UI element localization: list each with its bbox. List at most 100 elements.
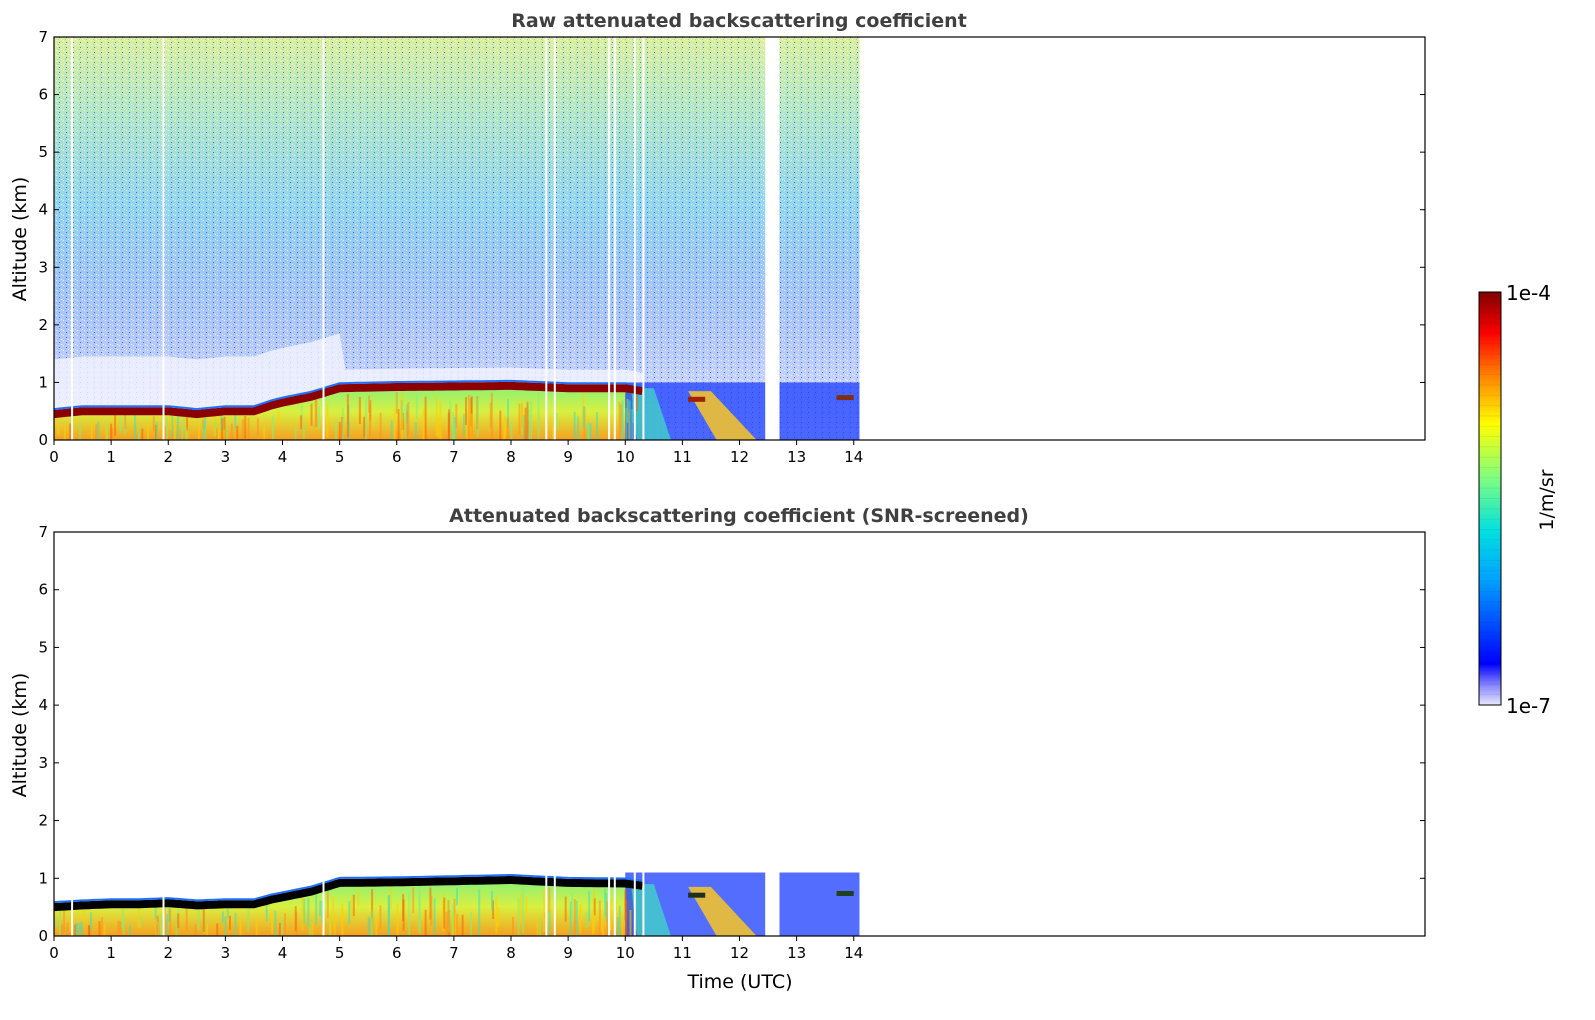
xtick-label: 9 [563,448,573,466]
heatmap-streak [280,918,283,936]
heatmap-streak [147,423,150,440]
heatmap-streak [98,921,101,936]
heatmap-streak [333,912,336,936]
missing-profile [608,37,611,440]
heatmap-streak [185,427,187,440]
heatmap-streak [418,894,421,934]
heatmap-streak [396,903,399,936]
missing-profile [633,532,636,936]
heatmap-streak [621,400,624,440]
heatmap-streak [95,424,98,440]
data-gap [765,532,780,936]
heatmap-streak [579,903,582,934]
heatmap-streak [163,425,166,440]
heatmap-streak [369,404,371,440]
heatmap-streak [181,426,184,440]
colorbar-max-label: 1e-4 [1506,281,1551,305]
heatmap-streak [489,402,492,429]
heatmap-streak [119,416,122,434]
heatmap-streak [216,923,219,936]
heatmap-streak [492,900,495,919]
heatmap-streak [256,418,259,436]
xtick-label: 8 [506,448,516,466]
heatmap-streak [103,924,106,936]
heatmap-streak [346,394,349,438]
xtick-label: 5 [335,448,345,466]
heatmap-streak [307,898,310,927]
ytick-label: 3 [38,754,48,772]
heatmap-streak [278,922,281,936]
xtick-label: 11 [673,944,692,962]
heatmap-streak [465,397,467,425]
heatmap-streak [326,403,329,438]
heatmap-streak [367,916,370,936]
panel-screened-xlabel: Time (UTC) [686,971,792,993]
heatmap-streak [314,398,317,428]
heatmap-streak [617,917,620,936]
heatmap-streak [605,893,608,921]
ytick-label: 2 [38,812,48,830]
heatmap-streak [294,906,297,931]
heatmap-streak [221,418,224,440]
heatmap-streak [478,889,481,936]
heatmap-streak [294,426,297,440]
heatmap-streak [587,422,590,440]
ytick-label: 6 [38,86,48,104]
heatmap-streak [230,423,233,440]
heatmap-streak [606,901,609,936]
aerosol-plume [688,391,757,440]
missing-profile [322,532,325,936]
xtick-label: 1 [106,448,116,466]
xtick-label: 4 [278,448,288,466]
heatmap-streak [155,421,158,440]
heatmap-streak [90,912,92,932]
heatmap-streak [408,891,411,936]
heatmap-streak [69,916,72,932]
heatmap-streak [522,886,525,934]
xtick-label: 10 [616,448,635,466]
colorbar-gradient [1478,291,1502,706]
xtick-label: 14 [844,448,863,466]
heatmap-streak [247,417,250,440]
heatmap-streak [63,425,66,440]
colorbar-label: 1/m/sr [1536,469,1558,530]
heatmap-streak [526,401,529,440]
heatmap-streak [101,917,104,936]
missing-profile [71,532,74,936]
heatmap-streak [404,408,407,440]
heatmap-streak [470,912,472,936]
colorbar-steps [1479,301,1501,696]
heatmap-streak [604,888,607,917]
panel-screened-title: Attenuated backscattering coefficient (S… [449,505,1029,527]
aerosol-plume-secondary [631,884,671,936]
heatmap-streak [79,423,82,440]
heatmap-streak [357,889,360,907]
xtick-label: 1 [106,944,116,962]
cloud-feature [688,892,706,898]
heatmap-streak [239,919,242,936]
heatmap-streak [57,424,60,436]
xtick-label: 12 [730,944,749,962]
heatmap-streak [510,421,513,440]
heatmap-streak [284,913,286,936]
heatmap-streak [63,909,66,932]
heatmap-streak [166,417,168,440]
heatmap-streak [206,923,209,936]
xtick-label: 9 [563,944,573,962]
heatmap-streak [573,899,576,936]
heatmap-streak [229,915,231,931]
heatmap-streak [512,916,514,936]
heatmap-streak [303,899,306,924]
heatmap-streak [139,915,142,928]
heatmap-streak [530,401,533,440]
ytick-label: 1 [38,373,48,391]
heatmap-streak [499,410,502,440]
heatmap-streak [521,400,524,435]
layer-edge [54,379,643,411]
panel-raw-heatmap [54,37,1425,440]
heatmap-streak [141,428,144,440]
heatmap-streak [315,893,318,925]
heatmap-streak [447,899,450,936]
heatmap-streak [272,415,274,440]
heatmap-streak [401,401,404,421]
